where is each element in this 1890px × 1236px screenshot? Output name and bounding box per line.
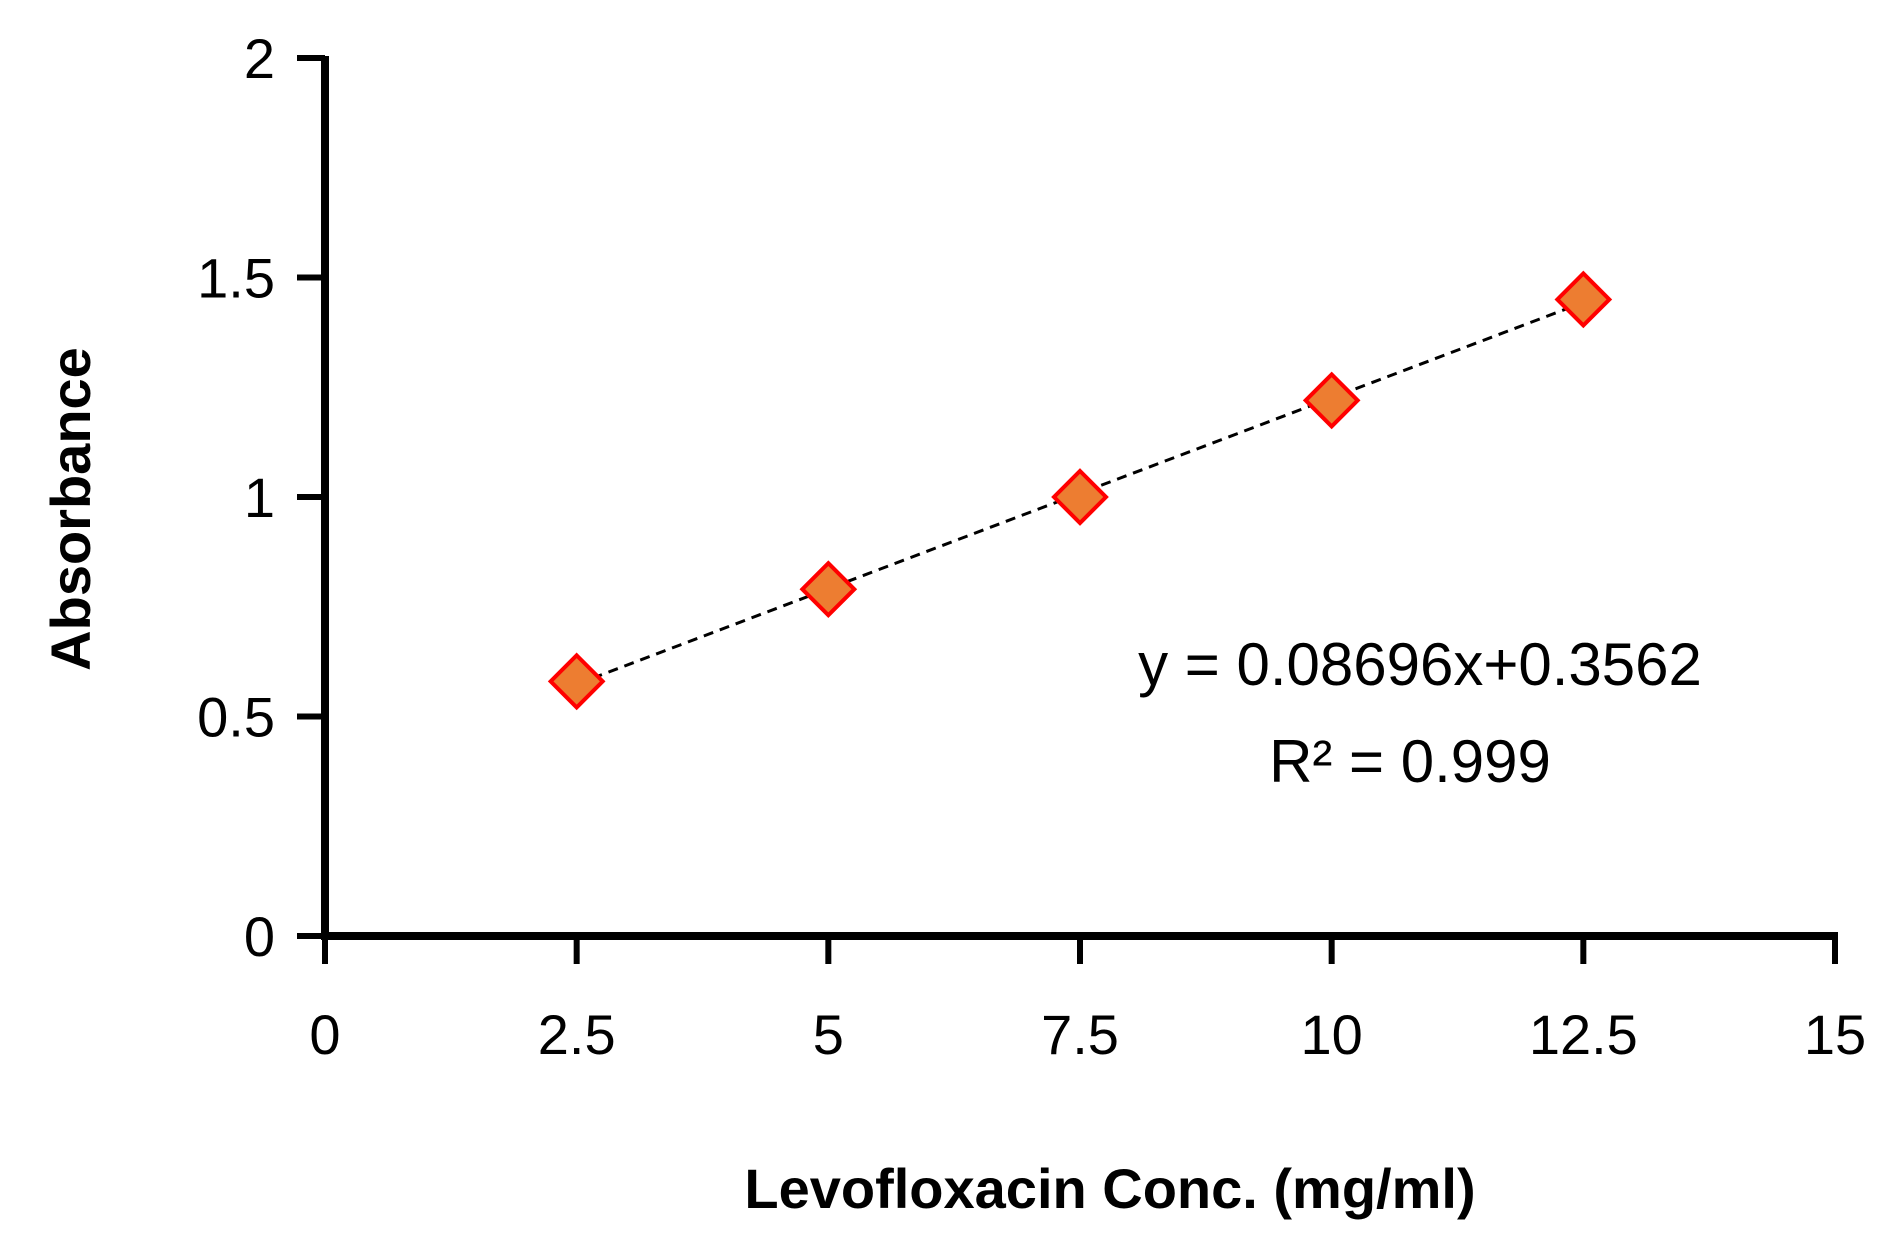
data-point: [1302, 371, 1361, 430]
r-squared-label: R² = 0.999: [1269, 728, 1551, 795]
y-tick-label: 0.5: [197, 686, 275, 749]
y-tick-label: 0: [244, 905, 275, 968]
trendline: [576, 301, 1584, 686]
x-tick-label: 10: [1301, 1003, 1363, 1066]
data-point: [547, 652, 606, 711]
data-point: [799, 560, 858, 619]
data-point: [1554, 270, 1613, 329]
y-tick-label: 1: [244, 466, 275, 529]
x-tick-label: 5: [813, 1003, 844, 1066]
data-point: [1051, 468, 1109, 526]
x-tick-label: 12.5: [1529, 1003, 1638, 1066]
x-tick-label: 15: [1804, 1003, 1866, 1066]
y-ticks: 0 0.5 1 1.5 2: [197, 27, 325, 968]
x-axis-title: Levofloxacin Conc. (mg/ml): [744, 1157, 1475, 1220]
x-tick-label: 0: [309, 1003, 340, 1066]
y-tick-label: 2: [244, 27, 275, 90]
trendline-equation: y = 0.08696x+0.3562: [1138, 631, 1702, 698]
data-points: [547, 270, 1613, 711]
x-tick-label: 7.5: [1041, 1003, 1119, 1066]
x-ticks: 0 2.5 5 7.5 10 12.5 15: [309, 936, 1866, 1066]
trendline-layer: [576, 301, 1584, 686]
y-tick-label: 1.5: [197, 247, 275, 310]
y-axis-title: Absorbance: [39, 347, 102, 671]
x-tick-label: 2.5: [538, 1003, 616, 1066]
